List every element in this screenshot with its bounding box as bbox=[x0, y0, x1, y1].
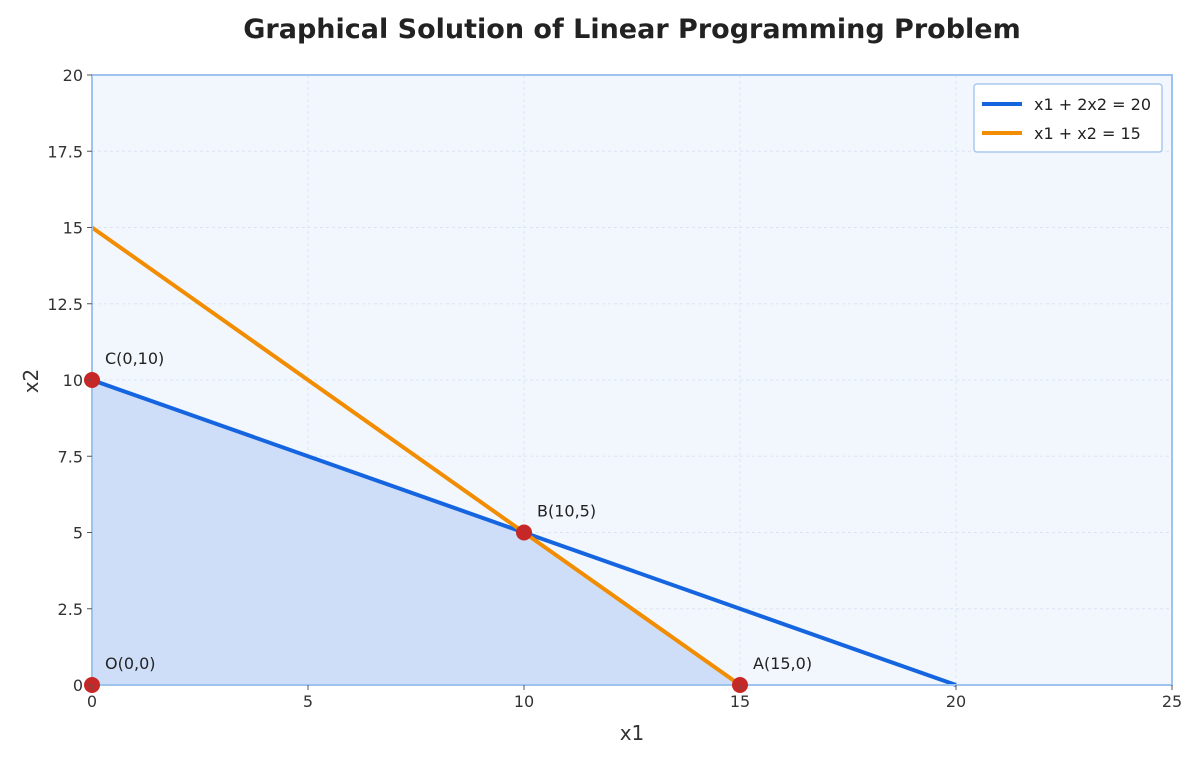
x-tick-label: 25 bbox=[1162, 692, 1182, 711]
y-tick-label: 12.5 bbox=[47, 295, 83, 314]
corner-point-label: C(0,10) bbox=[105, 349, 164, 368]
x-tick-label: 15 bbox=[730, 692, 750, 711]
corner-point-label: A(15,0) bbox=[753, 654, 812, 673]
x-axis-ticks: 0 5 10 15 20 25 bbox=[87, 685, 1182, 711]
legend-entry: x1 + 2x2 = 20 bbox=[1034, 95, 1151, 114]
x-tick-label: 10 bbox=[514, 692, 534, 711]
y-tick-label: 10 bbox=[63, 371, 83, 390]
chart-title: Graphical Solution of Linear Programming… bbox=[243, 14, 1020, 45]
y-axis-ticks: 0 2.5 5 7.5 10 12.5 15 17.5 20 bbox=[47, 66, 92, 695]
corner-point bbox=[516, 524, 532, 541]
feasible-region bbox=[92, 380, 740, 685]
y-axis-label: x2 bbox=[19, 369, 43, 394]
legend: x1 + 2x2 = 20 x1 + x2 = 15 bbox=[973, 83, 1163, 153]
y-tick-label: 7.5 bbox=[58, 447, 83, 466]
x-tick-label: 5 bbox=[303, 692, 313, 711]
corner-points: O(0,0) C(0,10) B(10,5) A(15,0) bbox=[84, 349, 812, 693]
y-tick-label: 20 bbox=[63, 66, 83, 85]
x-axis-label: x1 bbox=[620, 721, 645, 745]
x-tick-label: 0 bbox=[87, 692, 97, 711]
y-tick-label: 0 bbox=[73, 676, 83, 695]
x-tick-label: 20 bbox=[946, 692, 966, 711]
y-tick-label: 17.5 bbox=[47, 142, 83, 161]
y-tick-label: 15 bbox=[63, 219, 83, 238]
y-tick-label: 2.5 bbox=[58, 600, 83, 619]
y-tick-label: 5 bbox=[73, 524, 83, 543]
legend-entry: x1 + x2 = 15 bbox=[1034, 124, 1141, 143]
series-line-1 bbox=[90, 225, 742, 687]
corner-point-label: O(0,0) bbox=[105, 654, 156, 673]
corner-point-label: B(10,5) bbox=[537, 502, 596, 521]
